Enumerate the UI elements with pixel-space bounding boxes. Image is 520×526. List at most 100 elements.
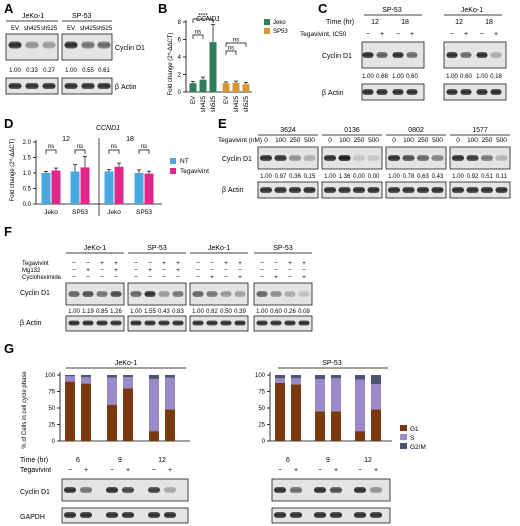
panel-g-band-cyclin [314,487,326,493]
panel-f-sign-secondary: − [260,274,264,281]
panel-f-sign-tegavivint: + [238,260,242,267]
panel-f-quant: 0.60 [270,309,282,315]
panel-g-legend-g1: G1 [410,426,419,433]
panel-d-xtick-label: SP53 [136,209,152,216]
panel-f-band-cyclin [68,291,80,297]
panel-e-dose: 500 [432,137,443,144]
panel-f-quant: 1.00 [68,309,80,315]
panel-f-sign-empty: − [86,274,90,281]
panel-d-sig-bracket [74,149,86,154]
panel-a-band-cyclin [8,41,22,49]
panel-g-band-gapdh [370,512,382,518]
panel-f-band-actin [256,320,268,326]
panel-f-blot-cyclin [65,282,125,306]
panel-f-sign-tegavivint: + [288,260,292,267]
panel-e-band-cyclin [353,155,365,161]
panel-g-band-cyclin [164,487,176,493]
panel-c-band-actin [476,89,488,95]
panel-e-band-actin [289,187,301,193]
panel-c-group-1: SP-53 [382,7,402,14]
panel-f-band-actin [220,320,232,326]
panel-e-band-cyclin [495,155,508,161]
panel-f-group: SP-53 [273,245,293,252]
panel-f-blot-cyclin [189,282,249,306]
panel-f-blot-actin [189,315,249,332]
panel-c-sign: − [450,31,454,38]
panel-a-group-1: JeKo-1 [22,13,44,20]
panel-f-sign-empty: − [238,267,242,274]
panel-g-bar-g2m [81,375,91,377]
panel-g-ylabel: % of Cells in cell cycle phase [22,371,28,449]
panel-f-sign-empty: − [196,267,200,274]
panel-e-quant: 1.00 [260,174,272,180]
panel-d-bar [114,166,124,204]
panel-g-label: G [4,341,14,356]
panel-b-xtick-label: sh525 [244,95,250,112]
panel-b-sig-label: ns [233,38,239,44]
panel-g-band-cyclin [148,487,160,493]
panel-e-band-cyclin [289,155,301,161]
panel-c-time: 12 [371,19,379,26]
panel-e-band-actin [338,187,351,193]
panel-g-sign: − [318,467,322,474]
panel-f-band-cyclin [206,291,218,297]
panel-e-quant: 0.15 [304,174,316,180]
panel-c-time: 18 [401,19,409,26]
panel-d-xtick-label: Jeko [44,209,58,216]
panel-e-band-actin [495,187,508,193]
panel-f-row-cycloheximide: Cycloheximide [22,275,62,281]
panel-g-band-gapdh [64,512,76,518]
panel-e-band-actin [367,187,380,193]
panel-f-sign-secondary: − [100,267,104,274]
panel-b-ytick-label: 8 [178,20,182,26]
panel-b-legend-jeko: Jeko [273,20,286,26]
panel-a-band-actin [8,83,22,89]
panel-c-quant: 0.60 [460,74,472,80]
panel-c-band-cyclin [406,52,418,58]
panel-b-legend-swatch-sp53 [264,28,270,34]
panel-c-loading-label: β Actin [322,90,344,97]
panel-f-loading-label: β Actin [20,320,42,327]
panel-a-band-cyclin [25,41,39,49]
panel-g-ytick-label: 50 [258,406,265,412]
panel-e-blot-actin [449,181,511,199]
panel-g-bar-g2m [149,375,159,379]
panel-c-sign: + [494,31,498,38]
panel-f-sign-secondary: − [134,267,138,274]
panel-c-band-cyclin [376,52,388,58]
panel-a-band-actin [42,83,56,89]
panel-a-band-cyclin [97,41,111,49]
panel-e-band-cyclin [466,155,479,161]
panel-b-xtick-label: sh425 [201,95,207,112]
panel-c-quant: 0.68 [376,74,388,80]
panel-f-sign-secondary: − [288,274,292,281]
panel-g-treatment-label: Tegavivint [20,467,51,474]
panel-f-sign-empty: − [100,274,104,281]
panel-e-quant: 0.51 [481,174,493,180]
panel-f-group: JeKo-1 [84,245,106,252]
panel-f-sign-secondary: − [72,267,76,274]
panel-g: G JeKo-1 SP-53 % of Cells in cell cycle … [4,341,426,524]
panel-c-band-cyclin [460,52,472,58]
panel-f: F JeKo-1−−−−+−+−−++−SP-53−−−−+−+−−++−JeK… [4,224,313,332]
panel-c-band-cyclin [392,52,404,58]
panel-g-time: 12 [158,457,166,464]
panel-f-sign-tegavivint: − [148,260,152,267]
panel-b-bar [199,79,207,92]
panel-b-sig-bracket [225,42,247,47]
panel-a-band-cyclin [42,41,56,49]
panel-g-bar-g2m [65,375,75,377]
panel-f-band-actin [158,320,170,326]
panel-b: B CCND1 Fold change (2^-ΔΔCT) 0 2 4 6 8 EV sh4… [158,1,288,112]
panel-f-sign-secondary: + [86,267,90,274]
panel-f-sign-tegavivint: + [224,260,228,267]
panel-g-band-gapdh [148,512,160,518]
panel-f-sign-empty: − [274,267,278,274]
panel-b-ytick-label: 2 [178,73,182,79]
panel-b-bar [232,82,240,92]
panel-e-quant: 1.00 [388,174,400,180]
panel-g-legend-g2m: G2/M [410,444,426,451]
panel-g-band-gapdh [274,512,286,518]
panel-f-band-actin [192,320,204,326]
panel-g-ytick-label: 100 [255,373,266,379]
